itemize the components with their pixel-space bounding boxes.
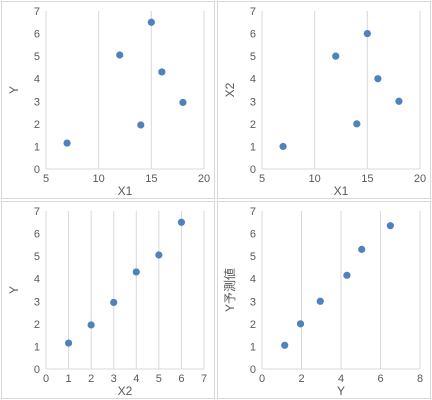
y-tick-label: 2	[250, 119, 256, 131]
y-tick-label: 1	[250, 341, 256, 353]
x-tick-label: 8	[417, 373, 423, 385]
y-tick-label: 6	[34, 29, 40, 41]
y-tick-label: 4	[250, 74, 256, 86]
y-tick-label: 4	[34, 274, 40, 286]
scatter-chart-svg: 5 10 15 20 0 1 2 3 4 5 6 7 X1 Y	[7, 6, 210, 198]
y-tick-label: 0	[34, 364, 40, 376]
data-point	[279, 142, 287, 151]
x-tick-label: 6	[178, 373, 184, 385]
x-axis-label: X1	[118, 184, 133, 198]
data-point	[343, 271, 351, 279]
y-axis-label: X2	[223, 82, 237, 97]
chart-panel-y-vs-x2: 0 1 2 3 4 5 6 7 0 1 2 3 4 5 6 7 X2 Y	[1, 201, 215, 399]
x-tick-label: 2	[88, 373, 94, 385]
scatter-chart-svg: 0 2 4 6 8 0 1 2 3 4 5 6 7 Y Y予測値	[222, 206, 423, 398]
y-tick-label: 4	[34, 74, 40, 86]
data-point	[353, 120, 361, 128]
y-tick-label: 7	[250, 6, 256, 18]
data-point	[332, 52, 340, 60]
y-axis-label: Y予測値	[222, 268, 237, 312]
x-tick-label: 2	[298, 373, 304, 385]
y-tick-label: 5	[34, 51, 40, 63]
x-tick-label: 10	[93, 173, 105, 185]
chart-panel-y-vs-x1: 5 10 15 20 0 1 2 3 4 5 6 7 X1 Y	[1, 1, 215, 199]
x-tick-label: 15	[145, 173, 157, 185]
chart-panel-x2-vs-x1: 5 10 15 20 0 1 2 3 4 5 6 7 X1 X2	[217, 1, 431, 199]
y-tick-label: 2	[250, 319, 256, 331]
y-tick-label: 6	[250, 29, 256, 41]
x-tick-label: 7	[201, 373, 207, 385]
x-tick-label: 6	[377, 373, 383, 385]
x-tick-label: 0	[259, 373, 265, 385]
x-axis-label: X2	[118, 384, 133, 398]
y-tick-label: 3	[34, 96, 40, 108]
y-tick-label: 3	[34, 296, 40, 308]
y-tick-label: 7	[34, 206, 40, 218]
data-point	[137, 121, 145, 129]
data-point	[281, 341, 289, 349]
x-axis-label: X1	[334, 184, 349, 198]
x-tick-label: 5	[259, 173, 265, 185]
y-tick-label: 1	[250, 141, 256, 153]
data-point	[363, 29, 371, 38]
y-tick-label: 4	[250, 274, 256, 286]
y-tick-label: 0	[34, 164, 40, 176]
y-tick-label: 1	[34, 141, 40, 153]
data-point	[179, 98, 187, 107]
x-tick-label: 1	[66, 373, 72, 385]
data-point	[87, 321, 95, 329]
y-tick-label: 7	[250, 206, 256, 218]
data-point	[395, 97, 403, 105]
x-tick-label: 0	[43, 373, 49, 385]
y-tick-label: 0	[250, 164, 256, 176]
y-tick-label: 3	[250, 96, 256, 108]
y-tick-label: 5	[250, 251, 256, 263]
data-point	[64, 339, 73, 347]
data-point	[155, 251, 163, 259]
x-tick-label: 5	[43, 173, 49, 185]
y-tick-label: 6	[34, 229, 40, 241]
y-tick-label: 2	[34, 119, 40, 131]
x-tick-label: 15	[361, 173, 373, 185]
y-tick-label: 5	[34, 251, 40, 263]
data-point	[386, 222, 394, 230]
x-tick-label: 4	[133, 373, 139, 385]
y-tick-label: 5	[250, 51, 256, 63]
y-tick-label: 0	[250, 364, 256, 376]
scatter-chart-svg: 0 1 2 3 4 5 6 7 0 1 2 3 4 5 6 7 X2 Y	[7, 206, 207, 398]
chart-panel-predicted-vs-y: 0 2 4 6 8 0 1 2 3 4 5 6 7 Y Y予測値	[217, 201, 431, 399]
data-point	[132, 268, 140, 276]
y-tick-label: 1	[34, 341, 40, 353]
data-point	[63, 139, 71, 147]
y-axis-label: Y	[7, 286, 21, 294]
data-point	[316, 297, 324, 305]
scatter-chart-svg: 5 10 15 20 0 1 2 3 4 5 6 7 X1 X2	[223, 6, 426, 198]
x-tick-label: 4	[338, 373, 344, 385]
data-point	[147, 18, 155, 26]
data-point	[358, 245, 366, 253]
y-tick-label: 3	[250, 296, 256, 308]
x-tick-label: 10	[309, 173, 321, 185]
y-tick-label: 2	[34, 319, 40, 331]
data-point	[116, 51, 124, 59]
y-tick-label: 7	[34, 6, 40, 18]
x-tick-label: 20	[198, 173, 210, 185]
data-point	[177, 218, 186, 226]
data-point	[110, 298, 118, 307]
y-tick-label: 6	[250, 229, 256, 241]
x-axis-label: Y	[337, 384, 345, 398]
x-tick-label: 5	[156, 373, 162, 385]
x-tick-label: 3	[111, 373, 117, 385]
data-point	[158, 68, 166, 76]
data-point	[296, 320, 305, 328]
data-point	[374, 75, 382, 83]
x-tick-label: 20	[414, 173, 426, 185]
y-axis-label: Y	[7, 86, 21, 94]
